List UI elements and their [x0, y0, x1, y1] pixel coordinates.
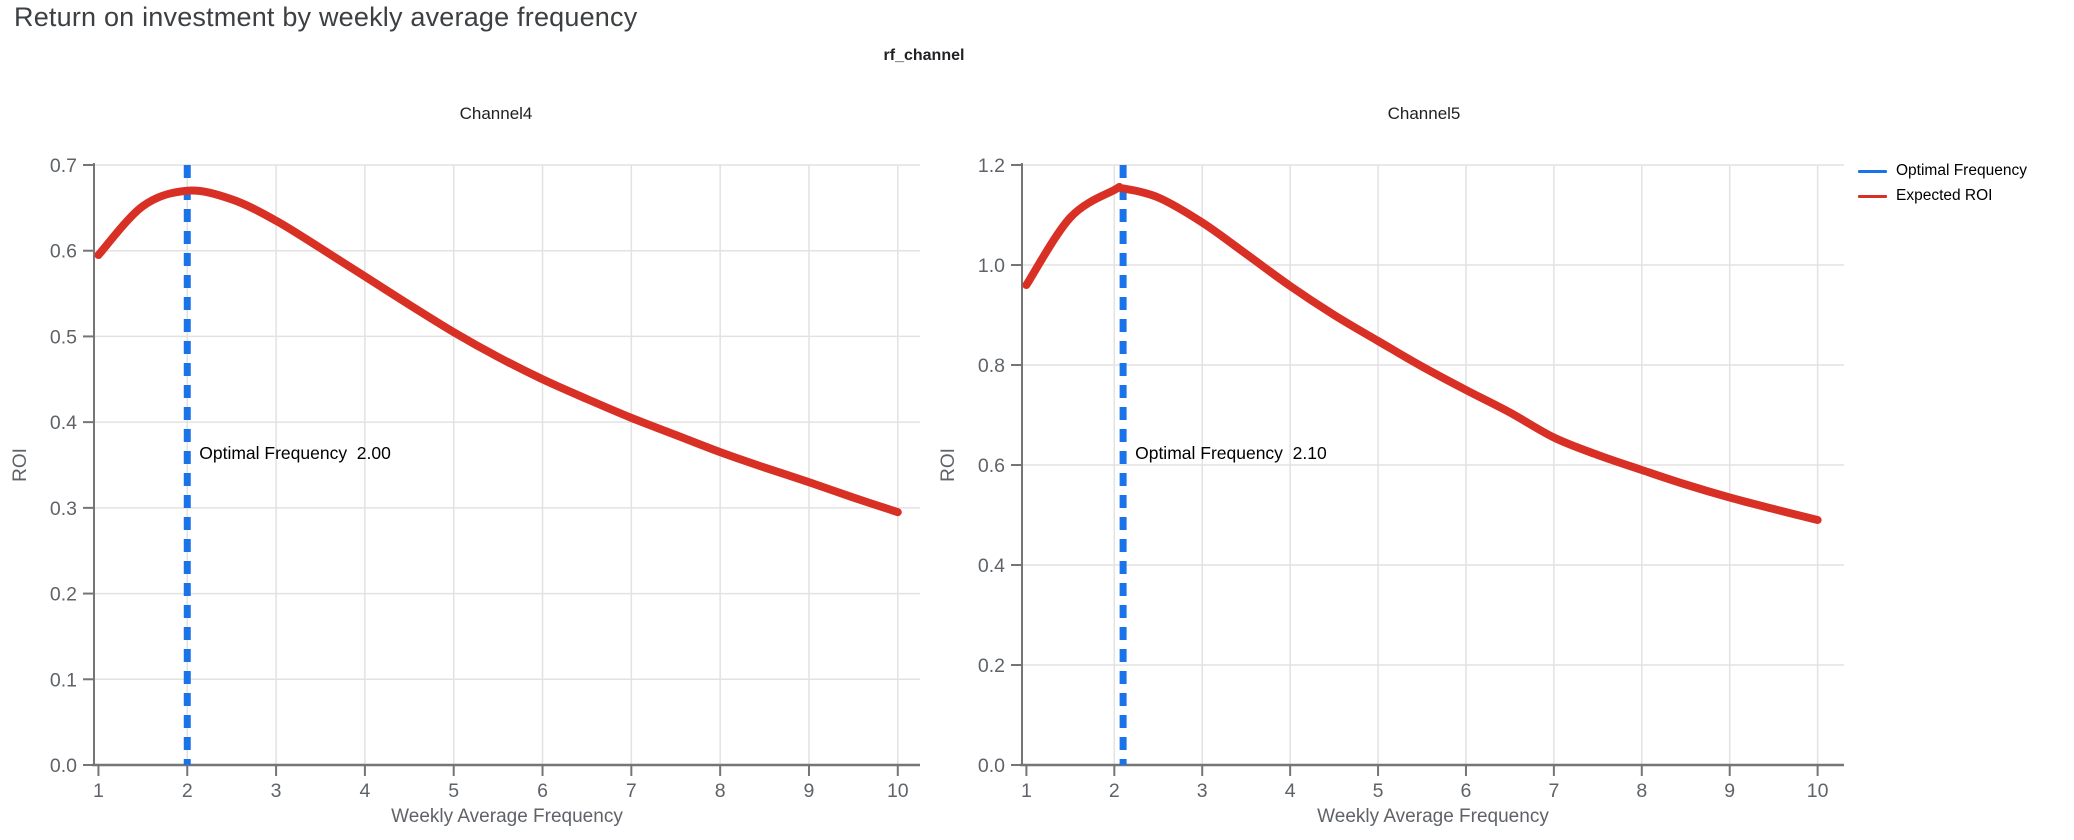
- legend: Optimal Frequency Expected ROI: [1858, 162, 2027, 205]
- x-tick-label: 1: [1021, 780, 1032, 802]
- y-tick-label: 0.4: [978, 555, 1005, 577]
- expected-roi-curve: [1022, 182, 1822, 524]
- x-tick-label: 2: [182, 780, 193, 802]
- x-tick-label: 10: [1807, 780, 1829, 802]
- x-tick-label: 6: [1461, 780, 1472, 802]
- y-tick-label: 0.3: [50, 498, 77, 520]
- x-tick-label: 4: [1285, 780, 1296, 802]
- y-tick-label: 0.2: [50, 584, 77, 606]
- y-tick-label: 0.2: [978, 655, 1005, 677]
- legend-label-optimal-frequency: Optimal Frequency: [1896, 162, 2027, 179]
- x-tick-label: 1: [93, 780, 104, 802]
- channel5-plot: 1 2 3 4 5 6 7 8 9 10 0.0 0.2 0.4 0.6 0.8 1.0 1.2 Weekly A…: [938, 155, 1844, 827]
- y-tick-label: 0.7: [50, 155, 77, 177]
- x-tick-label: 8: [1636, 780, 1647, 802]
- x-tick-label: 5: [1373, 780, 1384, 802]
- x-tick-label: 3: [1197, 780, 1208, 802]
- x-tick-label: 9: [1724, 780, 1735, 802]
- legend-item-optimal-frequency: Optimal Frequency: [1858, 162, 2027, 180]
- x-axis-title: Weekly Average Frequency: [391, 806, 623, 827]
- legend-label-expected-roi: Expected ROI: [1896, 187, 1993, 204]
- x-tick-label: 2: [1109, 780, 1120, 802]
- gridlines: [94, 164, 920, 765]
- legend-line-optimal-frequency: [1858, 169, 1887, 173]
- y-tick-label: 0.4: [50, 412, 77, 434]
- x-tick-label: 10: [887, 780, 909, 802]
- y-tick-label: 1.2: [978, 155, 1005, 177]
- x-axis-title: Weekly Average Frequency: [1317, 806, 1549, 827]
- y-tick-label: 0.0: [50, 755, 77, 777]
- axes: 1 2 3 4 5 6 7 8 9 10 0.0 0.1 0.2 0.3 0.4 0.5 0.6 0.7: [50, 155, 920, 802]
- y-tick-label: 1.0: [978, 255, 1005, 277]
- y-tick-label: 0.1: [50, 669, 77, 691]
- y-axis-title: ROI: [938, 448, 959, 482]
- subplot-title-channel4: Channel4: [459, 104, 533, 123]
- y-tick-label: 0.0: [978, 755, 1005, 777]
- gridlines: [1022, 164, 1844, 765]
- x-tick-label: 9: [804, 780, 815, 802]
- x-tick-label: 5: [448, 780, 459, 802]
- subplot-title-channel5: Channel5: [1387, 104, 1461, 123]
- axes: 1 2 3 4 5 6 7 8 9 10 0.0 0.2 0.4 0.6 0.8 1.0 1.2: [978, 155, 1844, 802]
- figure-title: rf_channel: [883, 47, 965, 64]
- x-tick-label: 4: [359, 780, 370, 802]
- x-tick-label: 7: [1548, 780, 1559, 802]
- legend-line-expected-roi: [1858, 194, 1887, 198]
- x-tick-label: 3: [271, 780, 282, 802]
- x-tick-label: 8: [715, 780, 726, 802]
- page-title: Return on investment by weekly average f…: [14, 2, 638, 32]
- x-tick-label: 7: [626, 780, 637, 802]
- x-tick-label: 6: [537, 780, 548, 802]
- y-axis-title: ROI: [10, 448, 31, 482]
- y-tick-label: 0.6: [50, 241, 77, 263]
- channel4-plot: 1 2 3 4 5 6 7 8 9 10 0.0 0.1 0.2 0.3 0.4 0.5 0.6 0.7 Weekl…: [10, 155, 920, 827]
- y-tick-label: 0.8: [978, 355, 1005, 377]
- expected-roi-curve: [94, 186, 902, 517]
- y-tick-label: 0.6: [978, 455, 1005, 477]
- legend-item-expected-roi: Expected ROI: [1858, 187, 2027, 205]
- optimal-frequency-annotation: Optimal Frequency 2.10: [1135, 443, 1327, 463]
- optimal-frequency-annotation: Optimal Frequency 2.00: [199, 443, 391, 463]
- y-tick-label: 0.5: [50, 326, 77, 348]
